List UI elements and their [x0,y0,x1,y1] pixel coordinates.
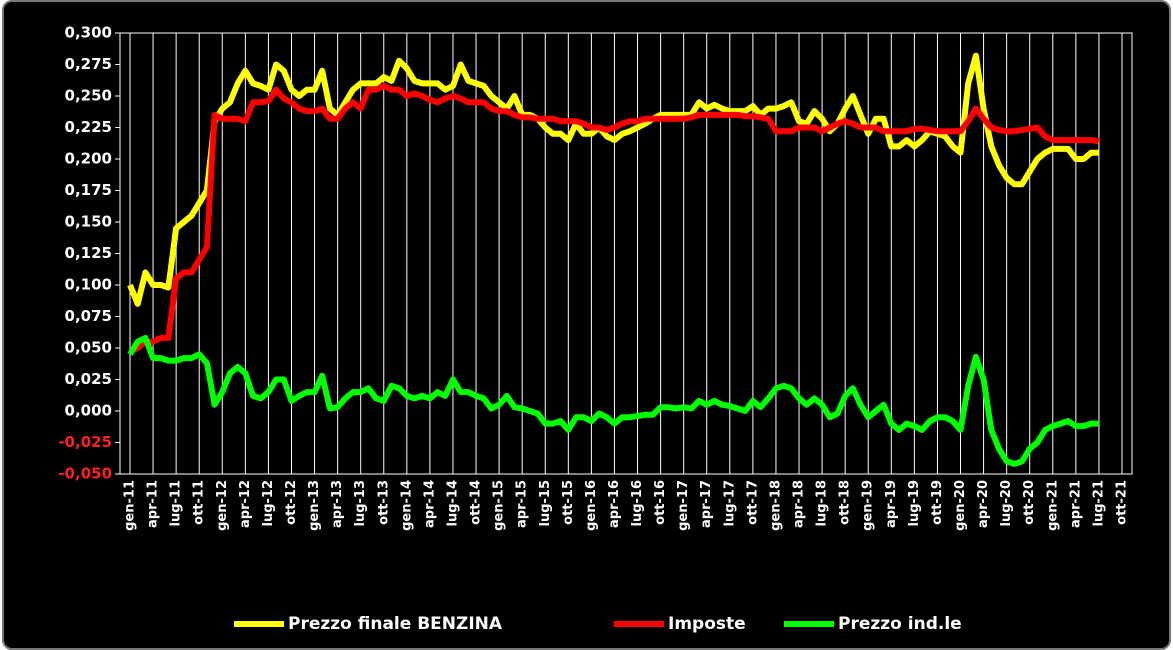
x-tick-label: ott-18 [838,480,853,525]
legend-label: Prezzo finale BENZINA [288,614,503,634]
series-line [127,334,1099,467]
y-tick-label: -0,050 [58,465,112,483]
x-tick-label: lug-12 [261,480,276,527]
x-tick-label: gen-13 [307,480,322,531]
y-tick-label: 0,200 [65,150,112,168]
legend-label: Imposte [668,614,746,634]
y-tick-label: 0,075 [65,307,112,325]
x-tick-label: gen-16 [584,480,599,531]
x-tick-label: ott-14 [469,480,484,525]
x-tick-label: apr-12 [238,480,253,528]
y-tick-label: 0,000 [65,402,112,420]
x-tick-label: lug-15 [538,480,553,527]
x-tick-label: apr-14 [422,480,437,528]
y-tick-label: 0,125 [65,244,112,262]
x-tick-label: lug-19 [907,480,922,527]
x-tick-label: apr-15 [515,480,530,528]
x-tick-label: lug-17 [722,480,737,527]
x-tick-label: lug-21 [1091,480,1106,527]
x-tick-label: gen-19 [861,480,876,531]
x-tick-label: ott-13 [376,480,391,525]
y-tick-label: 0,250 [65,87,112,105]
x-tick-label: apr-13 [330,480,345,528]
x-tick-label: apr-17 [699,480,714,528]
x-tick-label: gen-20 [953,480,968,531]
x-tick-label: lug-20 [999,480,1014,527]
y-tick-label: 0,275 [65,55,112,73]
x-tick-label: apr-16 [607,480,622,528]
y-tick-label: 0,100 [65,276,112,294]
y-tick-label: 0,300 [65,24,112,42]
x-tick-label: ott-12 [284,480,299,525]
x-tick-label: apr-20 [976,480,991,528]
legend-label: Prezzo ind.le [838,614,962,634]
x-tick-label: lug-13 [353,480,368,527]
x-tick-label: gen-15 [492,480,507,531]
chart: gen-11 apr-11 lug-11 ott-11 gen-12 apr-12 lug-… [58,24,1133,634]
x-tick-label: lug-18 [815,480,830,527]
x-tick-label: apr-18 [792,480,807,528]
x-tick-label: ott-15 [561,480,576,525]
y-tick-label: 0,050 [65,339,112,357]
x-tick-label: gen-14 [399,480,414,531]
x-tick-label: ott-17 [745,480,760,525]
x-tick-label: apr-11 [146,480,161,528]
x-tick-label: gen-17 [676,480,691,531]
y-tick-label: 0,175 [65,181,112,199]
x-tick-label: lug-14 [445,480,460,527]
y-tick-label: 0,225 [65,118,112,136]
y-tick-label: -0,025 [58,433,112,451]
x-tick-label: ott-16 [653,480,668,525]
x-tick-label: gen-11 [123,480,138,531]
y-tick-label: 0,150 [65,213,112,231]
y-tick-label: 0,025 [65,370,112,388]
x-tick-label: ott-19 [930,480,945,525]
x-tick-label: lug-16 [630,480,645,527]
x-tick-label: gen-21 [1045,480,1060,531]
x-tick-label: apr-19 [884,480,899,528]
x-tick-label: lug-11 [169,480,184,527]
x-tick-label: apr-21 [1068,480,1083,528]
x-tick-label: gen-18 [768,480,783,531]
series-line [128,82,1100,355]
x-tick-label: ott-11 [192,480,207,525]
x-tick-label: ott-20 [1022,480,1037,525]
x-tick-label: gen-12 [215,480,230,531]
x-tick-label: ott-21 [1115,480,1130,525]
